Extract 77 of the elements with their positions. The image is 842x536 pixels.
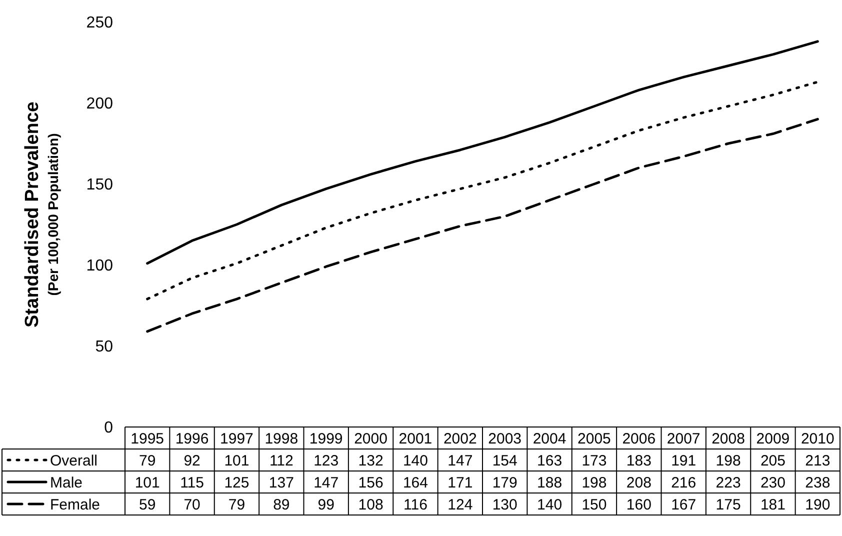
x-tick-label: 2003 bbox=[488, 430, 522, 448]
data-label: 154 bbox=[492, 452, 518, 470]
data-label: 147 bbox=[314, 474, 339, 492]
data-label: 188 bbox=[537, 474, 562, 492]
data-label: 130 bbox=[492, 496, 518, 514]
data-label: 123 bbox=[314, 452, 339, 470]
data-label: 190 bbox=[805, 496, 830, 514]
data-label: 115 bbox=[180, 474, 204, 492]
x-tick-label: 1999 bbox=[309, 430, 343, 448]
data-label: 140 bbox=[537, 496, 562, 514]
data-label: 164 bbox=[402, 474, 428, 492]
y-tick-label: 250 bbox=[86, 14, 114, 32]
data-label: 181 bbox=[760, 496, 786, 514]
data-label: 223 bbox=[716, 474, 741, 492]
y-axis-title: Standardised Prevalence (Per 100,000 Population) bbox=[22, 102, 61, 328]
y-tick-label: 200 bbox=[86, 96, 114, 113]
data-label: 147 bbox=[448, 452, 473, 470]
x-tick-label: 1998 bbox=[264, 430, 298, 448]
x-tick-label: 2000 bbox=[354, 430, 388, 448]
data-label: 156 bbox=[358, 474, 384, 492]
data-label: 125 bbox=[224, 474, 250, 492]
data-label: 59 bbox=[139, 496, 156, 514]
x-tick-label: 2008 bbox=[712, 430, 745, 448]
data-label: 191 bbox=[671, 452, 696, 470]
x-tick-label: 2006 bbox=[622, 430, 656, 448]
data-label: 132 bbox=[358, 452, 384, 470]
legend-label: Female bbox=[50, 496, 100, 514]
data-label: 238 bbox=[805, 474, 830, 492]
data-label: 116 bbox=[404, 496, 428, 514]
data-label: 163 bbox=[537, 452, 562, 470]
data-label: 230 bbox=[760, 474, 786, 492]
line-series bbox=[146, 80, 819, 300]
y-tick-label: 50 bbox=[95, 338, 114, 356]
x-tick-label: 2005 bbox=[578, 430, 611, 448]
data-label: 79 bbox=[139, 452, 156, 470]
data-label: 137 bbox=[268, 474, 294, 492]
data-label: 175 bbox=[716, 496, 741, 514]
data-label: 167 bbox=[671, 496, 696, 514]
x-tick-label: 2002 bbox=[443, 430, 477, 448]
line-series bbox=[146, 118, 819, 333]
x-tick-label: 2004 bbox=[532, 430, 566, 448]
data-label: 205 bbox=[760, 452, 786, 470]
data-label: 79 bbox=[228, 496, 246, 514]
x-tick-label: 2009 bbox=[756, 430, 790, 448]
x-tick-label: 2010 bbox=[800, 430, 834, 448]
data-label: 213 bbox=[805, 452, 830, 470]
y-tick-label: 100 bbox=[86, 258, 114, 275]
data-label: 198 bbox=[582, 474, 607, 492]
data-label: 112 bbox=[269, 452, 294, 470]
data-label: 89 bbox=[273, 496, 290, 514]
data-label: 183 bbox=[626, 452, 652, 470]
x-tick-label: 2001 bbox=[398, 430, 432, 448]
data-label: 92 bbox=[184, 452, 200, 470]
x-tick-label: 2007 bbox=[666, 430, 700, 448]
data-label: 179 bbox=[492, 474, 518, 492]
data-label: 160 bbox=[626, 496, 652, 514]
data-label: 208 bbox=[626, 474, 652, 492]
line-series bbox=[146, 40, 819, 265]
data-label: 140 bbox=[402, 452, 428, 470]
data-label: 99 bbox=[318, 496, 334, 514]
data-label: 101 bbox=[224, 452, 250, 470]
legend-label: Overall bbox=[50, 452, 98, 470]
data-label: 70 bbox=[184, 496, 200, 514]
x-tick-label: 1996 bbox=[175, 430, 209, 448]
data-label: 108 bbox=[358, 496, 384, 514]
data-label: 171 bbox=[448, 474, 473, 492]
y-tick-label: 0 bbox=[104, 420, 114, 437]
x-tick-label: 1995 bbox=[130, 430, 164, 448]
data-label: 173 bbox=[582, 452, 607, 470]
data-label: 124 bbox=[448, 496, 473, 514]
x-tick-label: 1997 bbox=[220, 430, 254, 448]
y-tick-label: 150 bbox=[86, 176, 114, 194]
data-label: 198 bbox=[716, 452, 741, 470]
data-label: 101 bbox=[134, 474, 160, 492]
legend-label: Male bbox=[50, 474, 83, 492]
data-label: 216 bbox=[671, 474, 696, 492]
data-label: 150 bbox=[582, 496, 607, 514]
